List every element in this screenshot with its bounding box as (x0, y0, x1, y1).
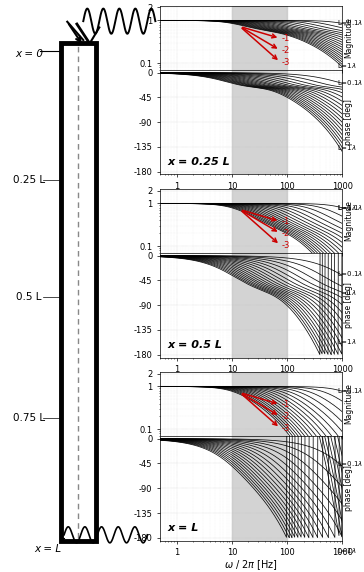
Text: -1: -1 (282, 34, 290, 43)
Text: L=1$\lambda$: L=1$\lambda$ (337, 202, 357, 212)
Text: phase [deg]: phase [deg] (344, 99, 353, 145)
Text: -1: -1 (282, 217, 290, 226)
Bar (232, 372, 287, 436)
Text: L=0.1$\lambda$: L=0.1$\lambda$ (337, 202, 364, 212)
Text: Magnitude: Magnitude (344, 17, 353, 58)
Text: -3: -3 (282, 241, 290, 249)
Text: -3: -3 (282, 424, 290, 432)
Text: x = 0: x = 0 (15, 49, 43, 59)
Text: 0.25 L: 0.25 L (13, 175, 45, 185)
Text: phase [deg]: phase [deg] (344, 282, 353, 328)
Text: L=1$\lambda$: L=1$\lambda$ (337, 546, 357, 555)
Bar (69, 47, 88, 536)
Text: L=1$\lambda$: L=1$\lambda$ (337, 288, 357, 297)
X-axis label: $\omega$ / 2$\pi$ [Hz]: $\omega$ / 2$\pi$ [Hz] (224, 376, 278, 390)
Text: -2: -2 (282, 229, 290, 238)
Bar (232, 189, 287, 253)
Text: Magnitude: Magnitude (344, 383, 353, 424)
Text: 0.75 L: 0.75 L (13, 412, 45, 423)
Text: -1: -1 (282, 400, 290, 409)
X-axis label: $\omega$ / 2$\pi$ [Hz]: $\omega$ / 2$\pi$ [Hz] (224, 559, 278, 572)
Text: x = 0.25 L: x = 0.25 L (167, 157, 230, 167)
Text: L=1$\lambda$: L=1$\lambda$ (337, 143, 357, 152)
Text: 0.5 L: 0.5 L (16, 292, 41, 303)
Bar (232, 6, 287, 70)
Text: L=0.1$\lambda$: L=0.1$\lambda$ (337, 459, 364, 468)
Text: L=0.1$\lambda$: L=0.1$\lambda$ (337, 18, 364, 27)
Text: -3: -3 (282, 58, 290, 66)
Text: L=1$\lambda$: L=1$\lambda$ (337, 61, 357, 70)
Bar (232, 436, 287, 541)
Text: L=0.1$\lambda$: L=0.1$\lambda$ (337, 269, 364, 279)
Text: Magnitude: Magnitude (344, 200, 353, 241)
Text: -2: -2 (282, 46, 290, 55)
Text: L=1$\lambda$: L=1$\lambda$ (337, 337, 357, 346)
Bar (232, 70, 287, 174)
Text: x = L: x = L (167, 523, 199, 533)
Text: L=0.1$\lambda$: L=0.1$\lambda$ (337, 386, 364, 395)
Text: L=0.1$\lambda$: L=0.1$\lambda$ (337, 78, 364, 87)
Text: -2: -2 (282, 412, 290, 421)
Text: phase [deg]: phase [deg] (344, 465, 353, 511)
Text: x = 0.5 L: x = 0.5 L (167, 340, 222, 350)
Text: x = L: x = L (35, 544, 62, 554)
X-axis label: $\omega$ / 2$\pi$ [Hz]: $\omega$ / 2$\pi$ [Hz] (224, 193, 278, 206)
Bar (232, 253, 287, 358)
